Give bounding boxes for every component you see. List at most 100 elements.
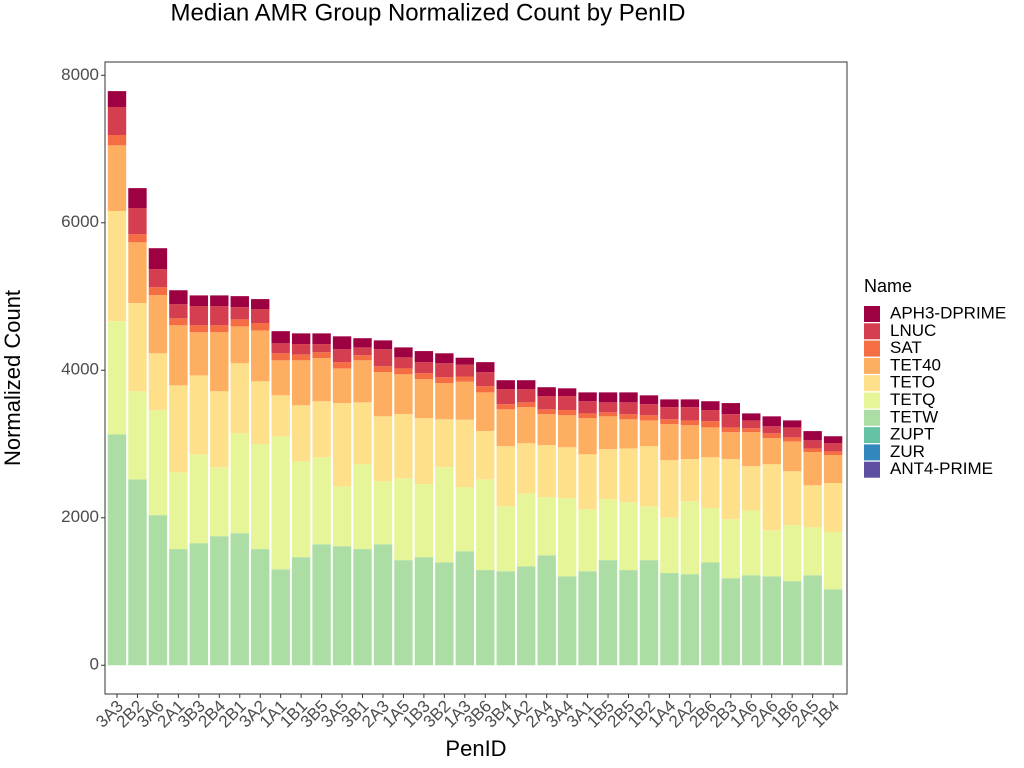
bar-segment <box>169 549 188 666</box>
bar-segment <box>782 427 802 438</box>
bar-segment <box>598 402 618 413</box>
bar-segment <box>230 307 249 320</box>
bar-segment <box>823 443 843 452</box>
bar-segment <box>721 459 740 520</box>
bar-segment <box>455 551 475 666</box>
bar-segment <box>496 404 515 410</box>
bar-segment <box>230 363 249 434</box>
bar-segment <box>373 544 393 666</box>
bar-segment <box>598 449 618 500</box>
y-tick-label: 0 <box>90 655 99 674</box>
bar-segment <box>598 412 618 417</box>
bar-segment <box>619 419 638 449</box>
bar-segment <box>680 420 700 426</box>
bar-segment <box>148 269 168 288</box>
bar-segment <box>557 388 577 397</box>
bar-segment <box>762 416 781 427</box>
bar-segment <box>701 457 720 509</box>
legend-label: TETO <box>890 373 935 392</box>
bar-segment <box>782 420 802 428</box>
bar-segment <box>353 338 372 348</box>
bar-segment <box>271 353 290 361</box>
bar-segment <box>107 210 127 322</box>
bar-segment <box>680 425 700 460</box>
bar-segment <box>373 366 393 373</box>
bar-segment <box>639 395 659 405</box>
bar-segment <box>148 353 168 411</box>
bar-segment <box>742 466 761 511</box>
bar-segment <box>476 372 495 387</box>
bar-segment <box>353 347 372 356</box>
bar-segment <box>823 455 843 484</box>
bar-segment <box>210 391 229 468</box>
bar-segment <box>291 405 311 462</box>
legend-swatch <box>864 427 880 444</box>
bar-segment <box>701 410 720 422</box>
bar-segment <box>823 589 843 666</box>
bar-segment <box>435 467 454 563</box>
bar-segment <box>496 446 515 507</box>
bar-segment <box>107 321 127 435</box>
bar-segment <box>496 571 515 666</box>
bar-segment <box>107 106 127 136</box>
bar-segment <box>435 353 454 364</box>
bar-segment <box>619 502 638 571</box>
bar-segment <box>128 242 147 304</box>
bar-segment <box>680 399 700 408</box>
bar-segment <box>537 387 556 397</box>
bar-segment <box>455 376 475 382</box>
bar-segment <box>721 427 740 433</box>
bar-segment <box>251 444 270 550</box>
bar-segment <box>701 401 720 411</box>
bar-segment <box>189 375 209 455</box>
bar-segment <box>291 461 311 558</box>
y-axis-label: Normalized Count <box>0 290 25 466</box>
bar-segment <box>803 527 822 576</box>
bar-segment <box>537 555 556 666</box>
bar-segment <box>578 392 597 402</box>
bar-segment <box>169 304 188 319</box>
bar-segment <box>680 574 700 666</box>
bar-segment <box>394 357 413 369</box>
bar-segment <box>598 560 618 666</box>
bar-segment <box>639 560 659 666</box>
bar-segment <box>803 431 822 441</box>
bar-segment <box>598 499 618 561</box>
bar-segment <box>762 433 781 439</box>
bar-segment <box>210 467 229 537</box>
legend-swatch <box>864 409 880 426</box>
bar-segment <box>169 325 188 386</box>
bar-segment <box>291 333 311 345</box>
bar-segment <box>517 566 536 666</box>
bar-segment <box>782 581 802 666</box>
legend-label: TETW <box>890 407 938 426</box>
legend-label: ZUPT <box>890 425 934 444</box>
plot-border <box>104 61 848 695</box>
bar-segment <box>332 403 352 487</box>
bar-segment <box>312 333 331 345</box>
bar-segment <box>353 355 372 361</box>
bar-segment <box>721 403 740 415</box>
bar-segment <box>701 562 720 666</box>
bar-segment <box>537 409 556 415</box>
bar-segment <box>271 395 290 437</box>
bar-segment <box>189 454 209 544</box>
bar-segment <box>435 383 454 420</box>
bar-segment <box>414 351 434 363</box>
bar-segment <box>557 410 577 416</box>
bar-segment <box>476 392 495 432</box>
y-tick-label: 6000 <box>61 212 99 231</box>
bar-segment <box>394 414 413 479</box>
bar-segment <box>230 319 249 327</box>
legend-swatch <box>864 357 880 374</box>
bar-segment <box>414 379 434 419</box>
bar-segment <box>537 497 556 556</box>
bar-segment <box>230 326 249 364</box>
bar-segment <box>271 343 290 354</box>
bar-segment <box>230 533 249 666</box>
bar-segment <box>128 303 147 392</box>
bar-segment <box>373 481 393 545</box>
bar-segment <box>332 368 352 404</box>
bar-segment <box>782 441 802 472</box>
bar-segment <box>394 368 413 375</box>
